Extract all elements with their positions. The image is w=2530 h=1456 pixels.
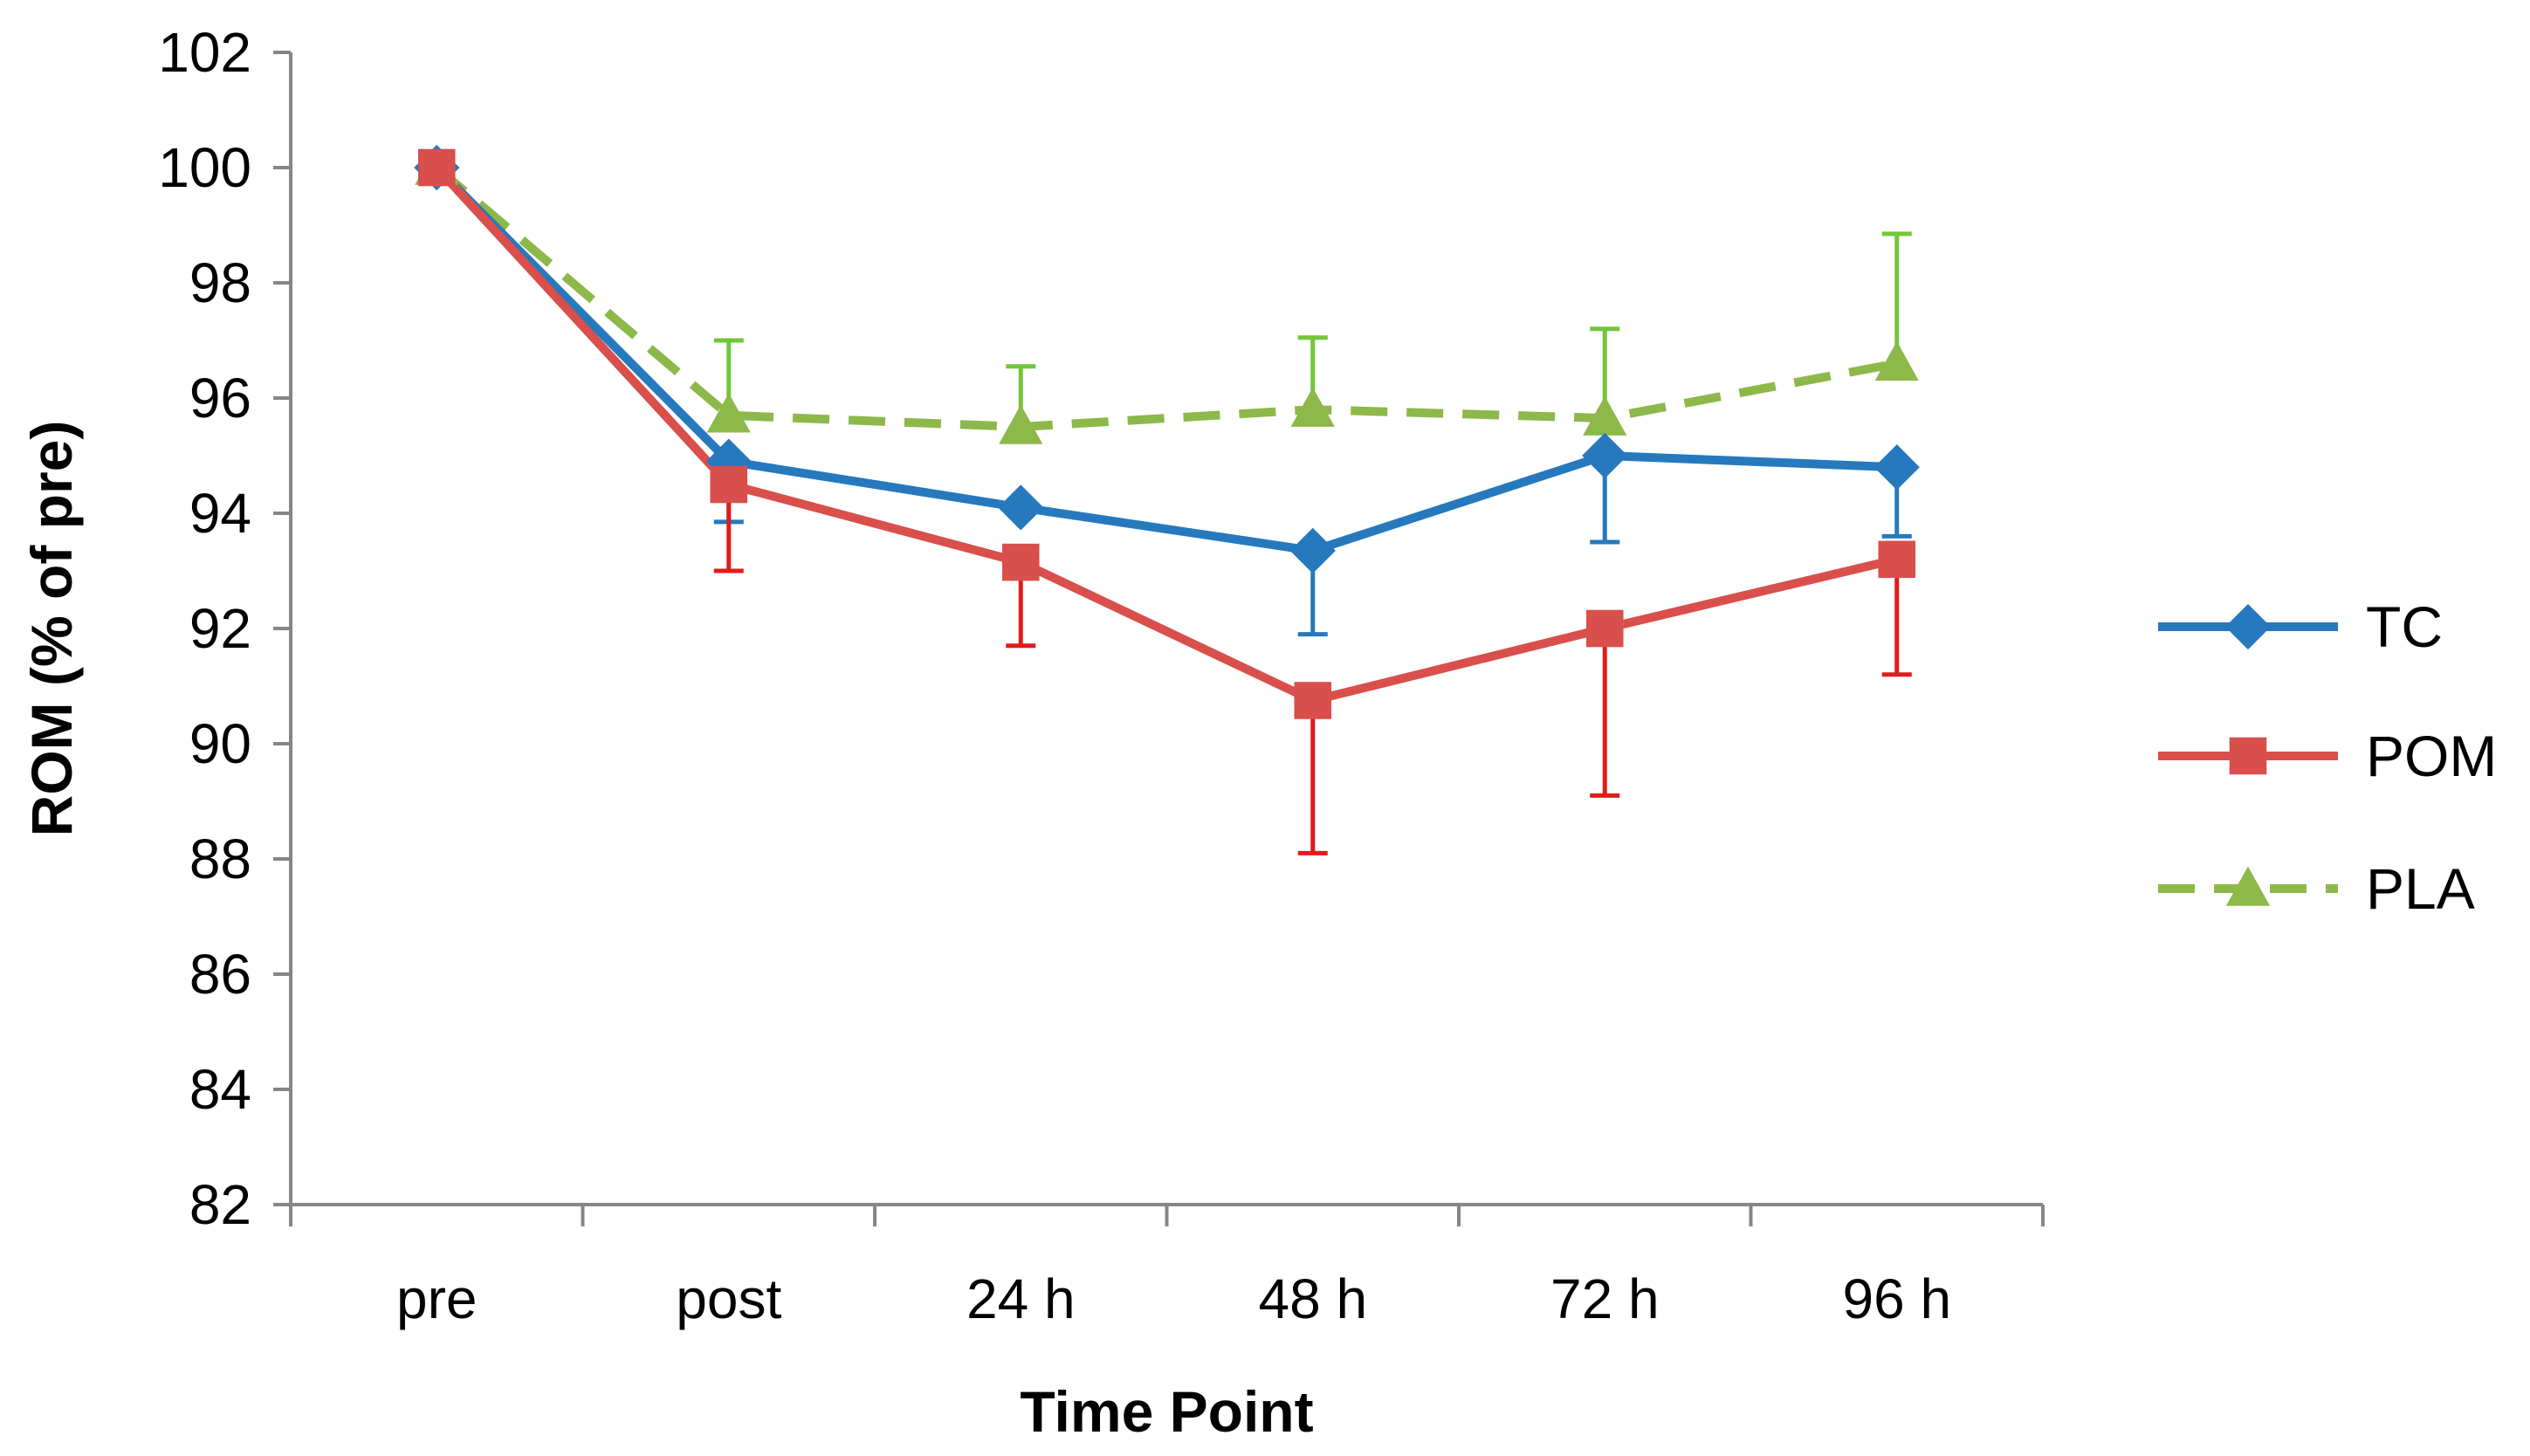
y-tick-label: 84 bbox=[189, 1058, 251, 1121]
tc-point bbox=[1873, 444, 1920, 491]
axes bbox=[273, 51, 2045, 1226]
legend-tc-label: TC bbox=[2366, 594, 2443, 659]
tc-series-line bbox=[433, 164, 1897, 555]
legend-tc-marker bbox=[2224, 603, 2272, 650]
legend-pla-marker bbox=[2225, 866, 2271, 906]
pom-point bbox=[1294, 682, 1332, 719]
pom-point bbox=[1878, 540, 1916, 579]
pom-point bbox=[1585, 609, 1624, 648]
series-lines bbox=[433, 164, 1898, 705]
pla-point bbox=[999, 404, 1043, 444]
pom-point bbox=[1001, 543, 1040, 581]
pom-point bbox=[710, 465, 748, 504]
x-axis-title: Time Point bbox=[1020, 1379, 1313, 1444]
axis-labels: 82 84 86 88 90 92 94 96 98 100 102 pre post 24 h 48 h 7… bbox=[19, 21, 1951, 1444]
pla-point bbox=[706, 393, 751, 433]
legend-pom-marker bbox=[2229, 737, 2267, 775]
y-tick-label: 98 bbox=[189, 251, 251, 314]
y-tick-label: 88 bbox=[189, 828, 251, 890]
legend: TC POM PLA bbox=[2158, 594, 2497, 921]
y-tick-label: 102 bbox=[158, 21, 251, 84]
y-tick-label: 96 bbox=[189, 367, 251, 429]
legend-pom-label: POM bbox=[2366, 724, 2497, 788]
tc-point bbox=[998, 484, 1044, 531]
x-tick-label: post bbox=[676, 1267, 781, 1330]
pom-point bbox=[417, 148, 456, 187]
pom-series-line bbox=[433, 164, 1898, 705]
y-tick-label: 90 bbox=[189, 712, 251, 775]
pla-point bbox=[1290, 387, 1335, 427]
x-tick-label: 96 h bbox=[1842, 1267, 1951, 1330]
x-tick-label: 48 h bbox=[1258, 1267, 1367, 1330]
tc-point bbox=[1289, 527, 1336, 574]
pla-point bbox=[1874, 340, 1919, 381]
x-tick-label: pre bbox=[396, 1267, 478, 1330]
y-tick-label: 82 bbox=[189, 1173, 251, 1236]
y-tick-label: 92 bbox=[189, 597, 251, 660]
x-tick-label: 72 h bbox=[1550, 1267, 1660, 1330]
tc-point bbox=[1582, 432, 1628, 479]
y-tick-label: 86 bbox=[189, 943, 251, 1006]
error-bars bbox=[713, 231, 1912, 855]
y-axis-title: ROM (% of pre) bbox=[19, 421, 84, 837]
x-tick-label: 24 h bbox=[966, 1267, 1076, 1330]
series-markers bbox=[414, 144, 1920, 719]
legend-pla-label: PLA bbox=[2366, 856, 2475, 921]
y-tick-label: 100 bbox=[158, 136, 251, 199]
pla-series-line bbox=[434, 164, 1898, 431]
y-tick-label: 94 bbox=[189, 482, 251, 545]
